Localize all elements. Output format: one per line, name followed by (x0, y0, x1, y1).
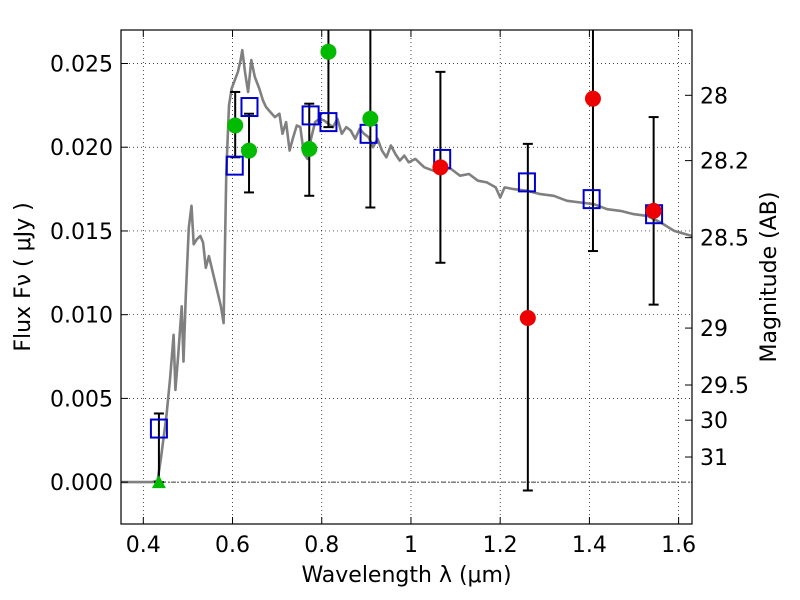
model-photometry-square (225, 155, 244, 176)
right-tick-label: 31 (700, 446, 728, 471)
right-tick-label: 29 (700, 317, 728, 342)
grid (121, 30, 692, 524)
x-tick-label: 1.2 (483, 533, 518, 558)
model-photometry-square (319, 112, 338, 133)
markers (149, 43, 664, 489)
right-tick-label: 28.5 (700, 227, 749, 252)
model-photometry-square (301, 105, 320, 126)
detection-green-point (362, 110, 379, 127)
detection-red-point (645, 202, 662, 219)
right-axis-title: Magnitude (AB) (757, 192, 782, 363)
x-tick-label: 1.6 (661, 533, 696, 558)
detection-green-point (241, 142, 258, 159)
x-tick-label: 0.8 (304, 533, 339, 558)
right-tick-label: 28 (700, 84, 728, 109)
model-spectrum (121, 48, 693, 484)
detection-green-point (227, 117, 244, 134)
plot-frame (120, 29, 693, 525)
tick-labels: 0.4 0.6 0.8 1 1.2 1.4 1.6 0.000 0.005 0.010 0.015 0… (50, 52, 749, 558)
detection-red-point (584, 90, 601, 107)
model-photometry-square (240, 97, 259, 118)
x-tick-label: 1.4 (572, 533, 607, 558)
right-tick-label: 30 (700, 409, 728, 434)
y-tick-label: 0.000 (50, 471, 113, 496)
detection-red-point (432, 159, 449, 176)
detection-green-point (301, 140, 318, 157)
ticks (121, 30, 692, 524)
model-photometry-square (582, 189, 601, 210)
model-photometry-square (149, 418, 168, 439)
x-axis-title: Wavelength λ (μm) (301, 563, 511, 588)
y-tick-label: 0.020 (50, 136, 113, 161)
y-tick-label: 0.015 (50, 220, 113, 245)
x-tick-label: 0.4 (126, 533, 161, 558)
y-axis-title: Flux Fν ( μJy ) (11, 202, 36, 351)
detection-green-point (320, 43, 337, 60)
x-tick-label: 1 (404, 533, 418, 558)
y-tick-label: 0.025 (50, 52, 113, 77)
model-photometry-square (517, 172, 536, 193)
detection-red-point (519, 310, 536, 327)
right-tick-label: 29.5 (700, 374, 749, 399)
spectrum-line (121, 48, 693, 484)
right-tick-label: 28.2 (700, 150, 749, 175)
upper-limit-triangle (151, 475, 166, 489)
y-tick-label: 0.005 (50, 387, 113, 412)
y-tick-label: 0.010 (50, 304, 113, 329)
x-tick-label: 0.6 (215, 533, 250, 558)
